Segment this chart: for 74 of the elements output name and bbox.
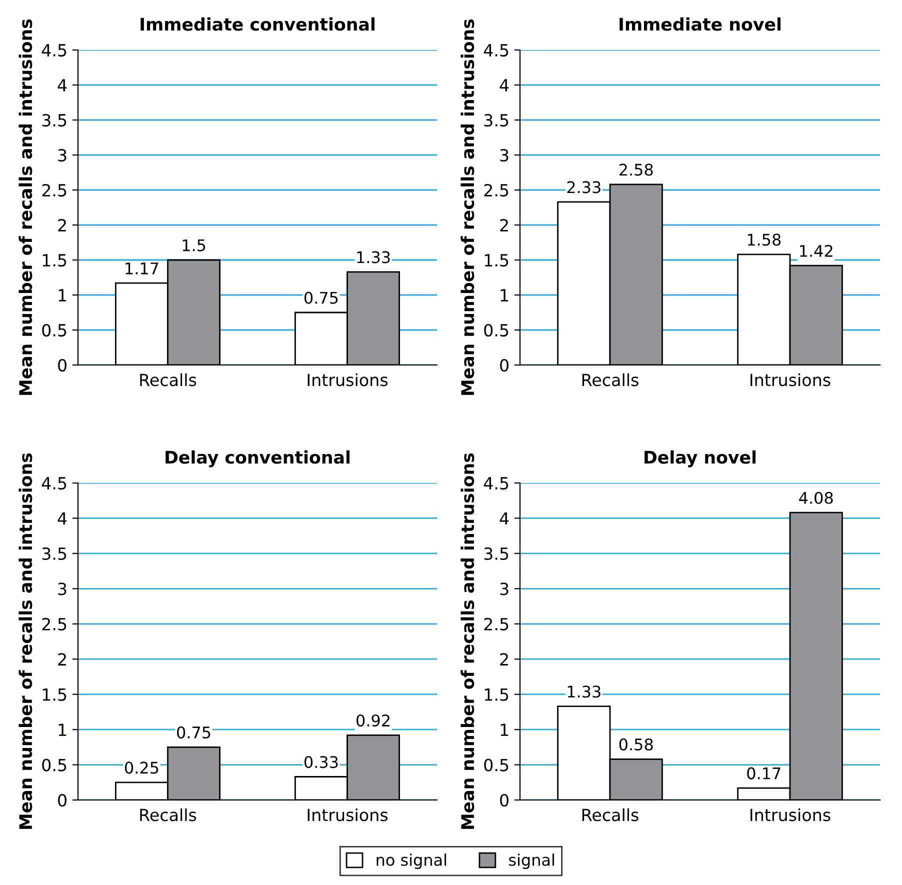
y-tick-label: 4.5 <box>484 44 508 57</box>
chart-title: Immediate conventional <box>140 17 374 31</box>
y-tick-label: 1 <box>500 289 508 302</box>
y-tick-label: 3 <box>58 582 66 596</box>
data-label: 4.08 <box>799 492 833 504</box>
data-label: 1.58 <box>748 234 781 246</box>
y-tick-label: 2 <box>500 653 508 666</box>
y-tick-label: 2.5 <box>484 184 508 197</box>
y-axis-title: Mean number of recalls and intrusions <box>18 453 32 829</box>
x-tick-label: Intrusions <box>308 373 388 386</box>
data-label: 0.58 <box>619 738 653 750</box>
data-label: 1.33 <box>357 251 390 264</box>
y-tick-label: 0 <box>500 358 508 372</box>
data-label: 1.33 <box>568 686 600 698</box>
y-tick-label: 0.5 <box>42 758 66 772</box>
x-tick-label: Recalls <box>140 808 196 822</box>
y-tick-label: 3.5 <box>42 114 66 127</box>
x-tick-label: Intrusions <box>750 808 830 822</box>
y-tick-label: 4.5 <box>42 44 66 57</box>
y-tick-label: 4 <box>58 512 67 525</box>
legend-label: signal <box>509 854 554 870</box>
data-label: 1.5 <box>182 239 206 252</box>
y-tick-label: 3.5 <box>484 547 508 560</box>
y-tick-label: 1.5 <box>484 688 508 701</box>
y-tick-label: 4.5 <box>484 477 508 490</box>
y-tick-label: 1.5 <box>42 688 66 701</box>
y-tick-label: 4.5 <box>42 477 66 490</box>
y-tick-label: 0 <box>58 358 66 372</box>
x-tick-label: Recalls <box>582 373 638 386</box>
data-label: 2.58 <box>619 164 653 176</box>
y-tick-label: 0.5 <box>42 324 66 337</box>
y-tick-label: 3.5 <box>484 114 508 127</box>
y-axis-title: Mean number of recalls and intrusions <box>460 453 474 829</box>
data-label: 1.17 <box>126 262 158 274</box>
y-tick-label: 3 <box>500 582 508 596</box>
data-label: 0.75 <box>304 292 338 304</box>
chart-title: Immediate novel <box>620 17 781 31</box>
data-label: 0.17 <box>747 767 780 780</box>
y-tick-label: 1 <box>500 724 508 736</box>
y-tick-label: 0.5 <box>484 324 508 337</box>
y-tick-label: 0.5 <box>484 758 508 772</box>
y-tick-label: 1 <box>58 724 66 736</box>
y-tick-label: 3.5 <box>42 547 66 560</box>
y-tick-label: 2.5 <box>42 618 66 630</box>
y-axis-title: Mean number of recalls and intrusions <box>18 19 32 395</box>
y-tick-label: 4 <box>58 79 67 92</box>
y-tick-label: 2 <box>58 218 66 232</box>
data-label: 0.92 <box>356 714 390 727</box>
y-tick-label: 2.5 <box>484 618 508 630</box>
y-tick-label: 1.5 <box>42 254 66 267</box>
data-label: 1.42 <box>800 244 832 257</box>
legend-label: no signal <box>376 854 446 870</box>
y-tick-label: 1.5 <box>484 254 508 267</box>
data-label: 2.33 <box>567 181 600 194</box>
data-label: 0.33 <box>304 756 338 768</box>
y-tick-label: 3 <box>58 148 66 162</box>
data-label: 0.75 <box>177 726 210 739</box>
data-label: 0.25 <box>124 762 158 774</box>
y-tick-label: 0 <box>500 794 508 807</box>
y-tick-label: 4 <box>500 79 509 92</box>
x-tick-label: Intrusions <box>308 808 388 822</box>
y-tick-label: 0 <box>58 794 66 807</box>
y-tick-label: 2 <box>500 218 508 232</box>
y-tick-label: 2.5 <box>42 184 66 197</box>
y-axis-title: Mean number of recalls and intrusions <box>460 19 474 395</box>
y-tick-label: 3 <box>500 148 508 162</box>
y-tick-label: 4 <box>500 512 509 525</box>
chart-title: Delay novel <box>644 450 756 468</box>
x-tick-label: Intrusions <box>750 373 830 386</box>
y-tick-label: 1 <box>58 289 66 302</box>
chart-title: Delay conventional <box>166 450 350 468</box>
x-tick-label: Recalls <box>582 808 638 822</box>
y-tick-label: 2 <box>58 653 66 666</box>
x-tick-label: Recalls <box>140 373 196 386</box>
